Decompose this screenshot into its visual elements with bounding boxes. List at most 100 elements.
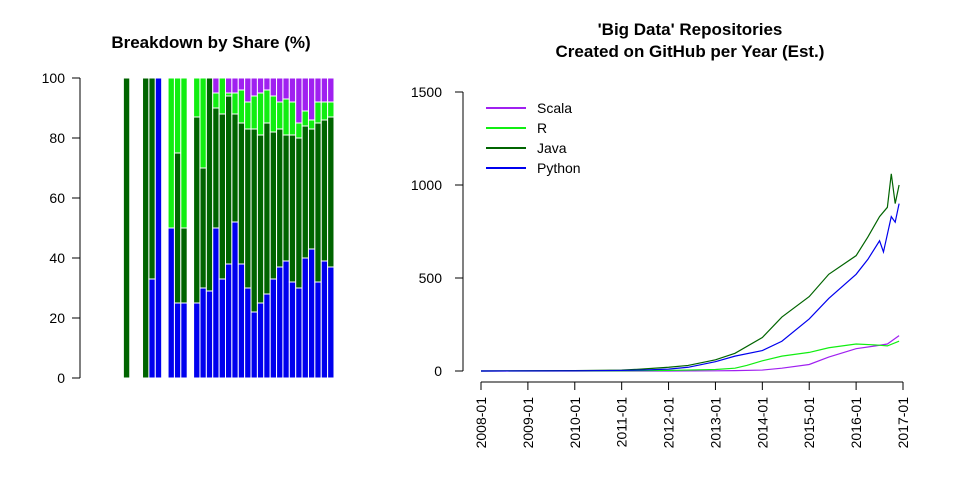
share-bar-segment-java xyxy=(199,167,207,289)
share-bar-segment-python xyxy=(307,248,316,379)
share-bar-segment-java xyxy=(142,77,150,379)
series-line-scala xyxy=(481,335,900,372)
share-bar-segment-python xyxy=(154,77,163,379)
share-bar-segment-scala xyxy=(269,77,278,97)
line-x-tick-label: 2009-01 xyxy=(520,397,536,449)
share-bar-segment-java xyxy=(295,137,303,289)
share-bar-segment-scala xyxy=(314,77,322,103)
share-bar-segment-java xyxy=(231,113,239,223)
share-bar-segment-java xyxy=(327,116,335,268)
line-x-tick-label: 2010-01 xyxy=(567,397,583,449)
share-bar-segment-python xyxy=(218,278,226,379)
share-bar-segment-scala xyxy=(237,77,246,91)
share-bar-segment-r xyxy=(231,92,239,115)
share-bar-segment-r xyxy=(295,122,303,139)
legend-label-python: Python xyxy=(537,160,581,176)
share-bar-segment-scala xyxy=(282,77,290,100)
share-bar-segment-r xyxy=(320,101,329,121)
share-bar-segment-python xyxy=(256,302,265,379)
line-x-tick-label: 2011-01 xyxy=(614,397,630,448)
share-bar-segment-r xyxy=(256,92,265,136)
share-bar-segment-scala xyxy=(295,77,303,124)
share-bar-segment-r xyxy=(193,77,201,118)
share-bar-segment-python xyxy=(167,227,175,379)
share-bar-segment-java xyxy=(314,122,322,283)
line-chart-y-axis: 0 500 1000 1500 xyxy=(411,84,464,379)
share-bar-segment-java xyxy=(320,119,329,262)
line-y-tick-label: 0 xyxy=(434,363,442,379)
share-bar-segment-python xyxy=(244,287,252,379)
share-bar-segment-python xyxy=(212,227,220,379)
line-y-tick-label: 1500 xyxy=(411,84,442,100)
share-bar-segment-r xyxy=(282,98,290,136)
share-bar-segment-java xyxy=(307,128,316,250)
share-y-tick-label: 100 xyxy=(42,70,66,86)
share-bar-segment-r xyxy=(244,101,252,130)
share-bar-segment-java xyxy=(173,152,182,304)
share-bar-segment-scala xyxy=(301,77,309,112)
line-chart-x-axis: 2008-01 2009-01 2010-01 2011-01 2012-01 2013-… xyxy=(473,381,911,449)
legend-label-r: R xyxy=(537,120,547,136)
share-bar-segment-python xyxy=(173,302,182,379)
share-bar-segment-scala xyxy=(307,77,316,121)
share-bar-segment-scala xyxy=(212,77,220,94)
share-bar-segment-java xyxy=(250,128,258,313)
share-bar-segment-r xyxy=(301,110,309,127)
share-bar-segment-r xyxy=(250,95,258,130)
share-bar-segment-scala xyxy=(244,77,252,103)
share-bar-segment-scala xyxy=(256,77,265,94)
line-x-tick-label: 2013-01 xyxy=(707,397,723,449)
share-bar-segment-r xyxy=(288,101,297,136)
share-bar-segment-java xyxy=(180,227,188,304)
share-bar-segment-python xyxy=(199,287,207,379)
share-breakdown-chart: Breakdown by Share (%) 0 20 40 60 80 100 xyxy=(42,33,335,386)
share-bar-segment-r xyxy=(314,101,322,124)
line-x-tick-label: 2017-01 xyxy=(895,397,911,449)
series-line-java xyxy=(480,173,900,372)
share-bar-segment-python xyxy=(180,302,188,379)
share-bar-segment-java xyxy=(122,77,131,379)
share-bar-segment-r xyxy=(199,77,207,169)
share-bar-segment-r xyxy=(237,89,246,124)
share-bar-segment-java xyxy=(301,125,309,259)
share-y-tick-label: 0 xyxy=(57,370,65,386)
share-bar-segment-python xyxy=(314,281,322,379)
share-bar-segment-java xyxy=(237,122,246,265)
share-bar-segment-r xyxy=(173,77,182,154)
share-bar-segment-java xyxy=(205,77,214,292)
share-bar-segment-python xyxy=(250,311,258,379)
share-bar-segment-python xyxy=(225,263,233,379)
share-bar-segment-scala xyxy=(225,77,233,94)
line-chart-title-line-1: 'Big Data' Repositories xyxy=(598,20,783,39)
series-line-python xyxy=(480,203,900,372)
line-y-tick-label: 500 xyxy=(419,270,443,286)
legend-label-scala: Scala xyxy=(537,100,572,116)
line-x-tick-label: 2012-01 xyxy=(661,397,677,449)
share-bar-segment-python xyxy=(288,281,297,379)
line-x-tick-label: 2016-01 xyxy=(848,397,864,449)
share-y-tick-label: 60 xyxy=(49,190,65,206)
share-bar-segment-java xyxy=(288,134,297,283)
share-bar-segment-java xyxy=(193,116,201,304)
share-bar-segment-r xyxy=(307,119,316,130)
line-x-tick-label: 2015-01 xyxy=(801,397,817,449)
share-bar-segment-python xyxy=(276,266,284,379)
share-bar-segment-r xyxy=(327,101,335,118)
line-chart-series xyxy=(480,173,900,372)
share-bar-segment-java xyxy=(225,95,233,265)
line-chart-title-line-2: Created on GitHub per Year (Est.) xyxy=(556,42,825,61)
share-bar-segment-java xyxy=(256,134,265,304)
share-bar-segment-r xyxy=(269,95,278,133)
share-bar-segment-python xyxy=(327,266,335,379)
share-bar-segment-python xyxy=(148,278,156,379)
share-bar-segment-scala xyxy=(320,77,329,103)
share-bar-segment-scala xyxy=(263,77,271,91)
share-bar-segment-r xyxy=(180,77,188,229)
repositories-line-chart: 'Big Data' Repositories Created on GitHu… xyxy=(411,20,911,448)
share-bar-segment-java xyxy=(282,134,290,262)
line-chart-legend: Scala R Java Python xyxy=(486,100,581,176)
share-bar-segment-python xyxy=(282,260,290,379)
share-bar-segment-java xyxy=(148,77,156,280)
share-bar-segment-r xyxy=(167,77,175,229)
